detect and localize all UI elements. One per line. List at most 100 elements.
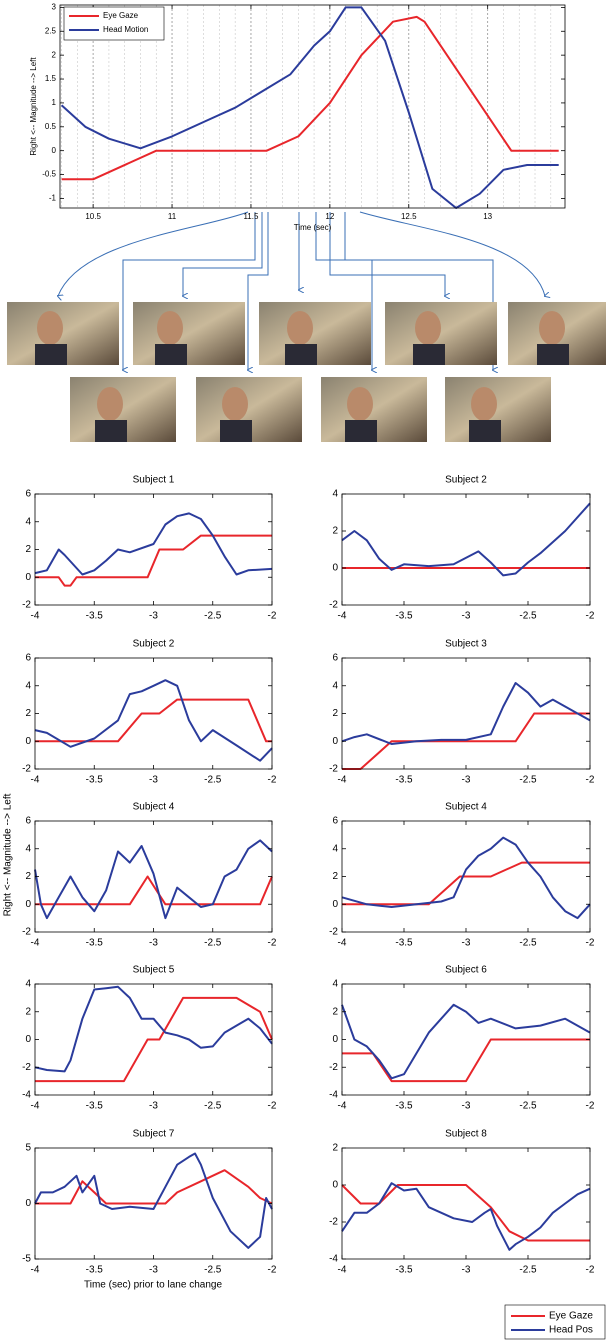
y-tick-label: 0 bbox=[52, 146, 57, 155]
y-tick-label: 4 bbox=[25, 843, 31, 854]
x-tick-label: -2.5 bbox=[519, 1101, 537, 1112]
y-tick-label: -2 bbox=[22, 600, 31, 611]
chart-title: Subject 4 bbox=[445, 802, 487, 813]
series-line bbox=[34, 679, 273, 762]
y-tick-label: 2 bbox=[332, 708, 338, 719]
y-tick-label: -2 bbox=[329, 600, 338, 611]
x-tick-label: -2 bbox=[268, 1101, 277, 1112]
y-tick-label: 6 bbox=[25, 489, 31, 500]
x-tick-label: -3.5 bbox=[86, 1101, 104, 1112]
x-tick-label: -3.5 bbox=[395, 938, 413, 949]
y-tick-label: 0 bbox=[332, 563, 338, 574]
x-tick-label: 10.5 bbox=[85, 212, 101, 221]
photo bbox=[196, 377, 302, 442]
x-tick-label: 12.5 bbox=[401, 212, 417, 221]
x-tick-label: -4 bbox=[31, 1101, 40, 1112]
photo bbox=[445, 377, 551, 442]
x-tick-label: -2.5 bbox=[519, 938, 537, 949]
chart-title: Subject 2 bbox=[445, 475, 487, 486]
y-tick-label: 2 bbox=[25, 708, 31, 719]
x-tick-label: -2.5 bbox=[204, 938, 222, 949]
series-line bbox=[35, 875, 273, 906]
series-line bbox=[35, 1169, 273, 1205]
series-line bbox=[34, 512, 273, 576]
series-line bbox=[341, 1182, 591, 1251]
chart-title: Subject 8 bbox=[445, 1129, 487, 1140]
chart-title: Subject 5 bbox=[133, 965, 175, 976]
x-tick-label: -2.5 bbox=[204, 611, 222, 622]
y-tick-label: -2 bbox=[329, 764, 338, 775]
x-tick-label: -3.5 bbox=[395, 1265, 413, 1276]
x-tick-label: -2 bbox=[586, 1101, 595, 1112]
series-line bbox=[341, 502, 591, 577]
y-tick-label: 0 bbox=[25, 899, 31, 910]
photo bbox=[508, 302, 606, 365]
shared-x-label: Time (sec) prior to lane change bbox=[84, 1280, 222, 1291]
plot-area bbox=[35, 494, 272, 605]
x-tick-label: -2 bbox=[268, 938, 277, 949]
arrow bbox=[123, 212, 256, 370]
legend-label: Head Motion bbox=[103, 25, 148, 34]
series-line bbox=[34, 839, 273, 920]
x-tick-label: -4 bbox=[338, 938, 347, 949]
y-tick-label: 2 bbox=[25, 544, 31, 555]
series-line bbox=[34, 985, 273, 1073]
x-tick-label: -4 bbox=[338, 1265, 347, 1276]
x-tick-label: -2 bbox=[268, 611, 277, 622]
legend-box bbox=[504, 1304, 606, 1340]
x-tick-label: -3 bbox=[462, 938, 471, 949]
y-axis-label: Right <-- Magnitude --> Left bbox=[29, 57, 38, 156]
x-tick-label: -2 bbox=[586, 775, 595, 786]
y-tick-label: -2 bbox=[329, 927, 338, 938]
arrow bbox=[329, 212, 445, 296]
x-tick-label: -2.5 bbox=[204, 775, 222, 786]
legend-label: Head Pos bbox=[549, 1325, 593, 1336]
series-line bbox=[35, 996, 273, 1083]
y-tick-label: -4 bbox=[22, 1090, 31, 1101]
photo-strip bbox=[58, 211, 545, 370]
x-tick-label: -4 bbox=[31, 938, 40, 949]
arrow bbox=[58, 211, 249, 296]
x-tick-label: -2 bbox=[586, 611, 595, 622]
y-tick-label: -2 bbox=[22, 764, 31, 775]
y-tick-label: 0 bbox=[25, 1198, 31, 1209]
y-tick-label: -4 bbox=[329, 1090, 338, 1101]
y-tick-label: 0 bbox=[25, 572, 31, 583]
x-tick-label: -3 bbox=[149, 1101, 158, 1112]
x-axis-label: Time (sec) bbox=[294, 223, 332, 232]
y-tick-label: 2 bbox=[25, 1006, 31, 1017]
x-tick-label: -3.5 bbox=[395, 1101, 413, 1112]
y-tick-label: 4 bbox=[332, 680, 338, 691]
y-tick-label: 6 bbox=[25, 816, 31, 827]
x-tick-label: -3.5 bbox=[395, 611, 413, 622]
y-tick-label: 0 bbox=[332, 1034, 338, 1045]
x-tick-label: -2.5 bbox=[204, 1101, 222, 1112]
x-tick-label: -2 bbox=[586, 1265, 595, 1276]
y-tick-label: 2 bbox=[332, 1143, 338, 1154]
legend-label: Eye Gaze bbox=[549, 1311, 593, 1322]
series-line bbox=[61, 15, 559, 181]
y-tick-label: 6 bbox=[332, 653, 338, 664]
y-tick-label: -2 bbox=[22, 1062, 31, 1073]
x-tick-label: -3 bbox=[149, 775, 158, 786]
x-tick-label: -3.5 bbox=[86, 611, 104, 622]
y-tick-label: 1.5 bbox=[45, 74, 57, 83]
x-tick-label: 13 bbox=[483, 212, 492, 221]
y-tick-label: 0 bbox=[332, 899, 338, 910]
arrow bbox=[315, 212, 372, 370]
arrow bbox=[248, 212, 269, 370]
plot-area bbox=[342, 494, 590, 605]
series-line bbox=[35, 534, 272, 587]
x-tick-label: -4 bbox=[338, 1101, 347, 1112]
y-tick-label: 0 bbox=[332, 1180, 338, 1191]
x-tick-label: 12 bbox=[325, 212, 334, 221]
y-tick-label: -1 bbox=[49, 194, 57, 203]
x-tick-label: -3 bbox=[149, 1265, 158, 1276]
y-tick-label: 4 bbox=[25, 979, 31, 990]
y-tick-label: -0.5 bbox=[42, 170, 56, 179]
y-tick-label: 0 bbox=[25, 1034, 31, 1045]
y-tick-label: 4 bbox=[25, 680, 31, 691]
photo bbox=[259, 302, 371, 365]
